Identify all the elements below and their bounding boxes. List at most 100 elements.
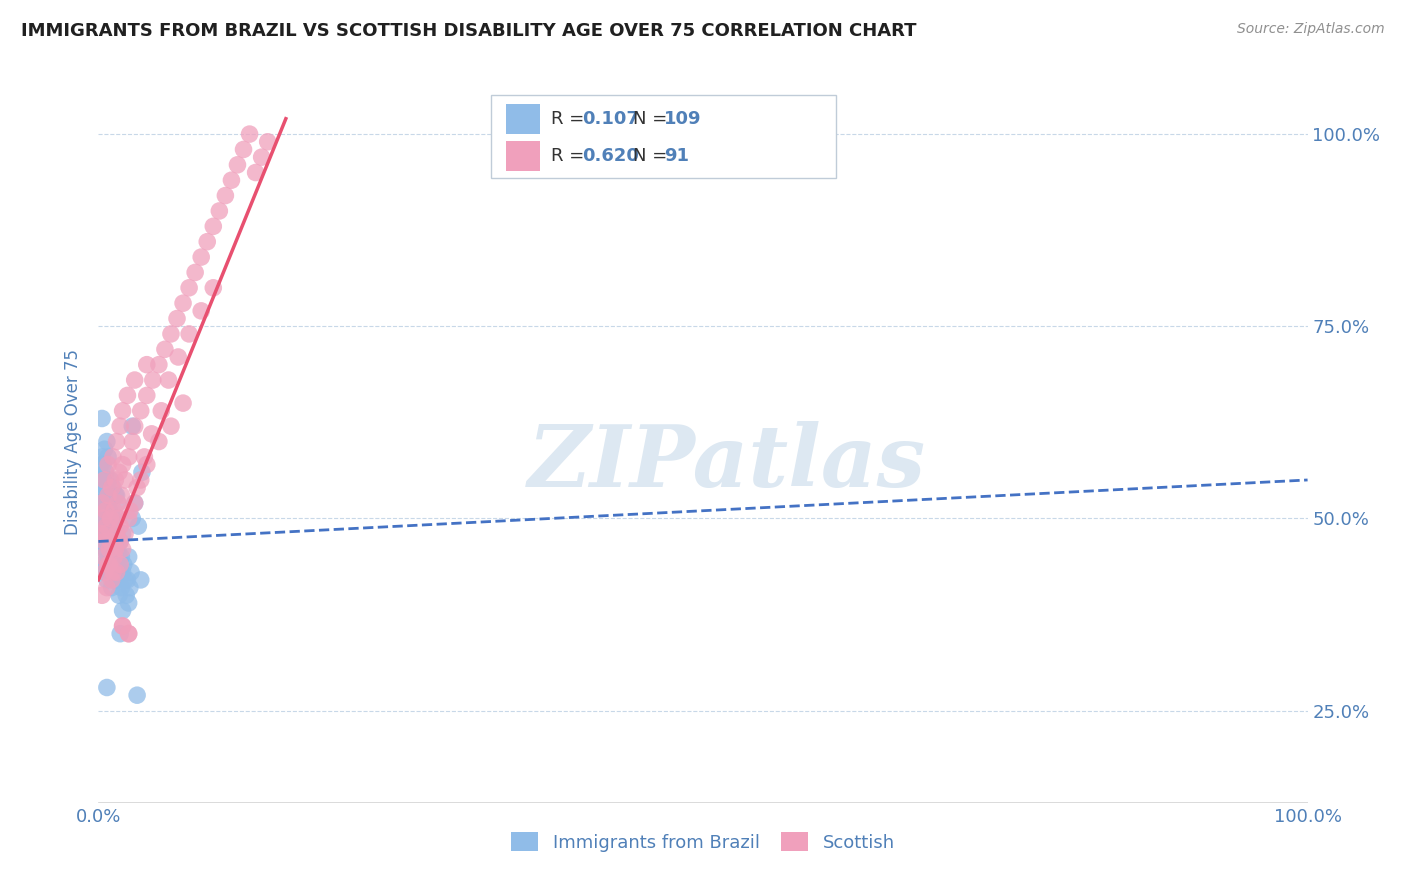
Point — [94, 504, 117, 518]
Point — [100, 573, 122, 587]
Point — [118, 596, 141, 610]
Text: Source: ZipAtlas.com: Source: ZipAtlas.com — [1237, 22, 1385, 37]
Point — [93, 473, 115, 487]
Point — [110, 549, 132, 564]
Point — [94, 465, 117, 479]
Point — [97, 511, 120, 525]
Point — [91, 511, 114, 525]
Point — [97, 558, 120, 572]
Point — [100, 488, 122, 502]
Point — [91, 526, 114, 541]
Point — [101, 565, 124, 579]
Point — [108, 519, 131, 533]
Point — [166, 311, 188, 326]
Point — [97, 450, 120, 464]
Point — [91, 496, 114, 510]
Point — [190, 304, 212, 318]
Point — [117, 573, 139, 587]
Point — [96, 519, 118, 533]
Point — [100, 542, 122, 557]
Point — [118, 626, 141, 640]
Point — [108, 549, 131, 564]
Point — [91, 511, 114, 525]
Point — [105, 565, 128, 579]
Point — [96, 558, 118, 572]
Point — [108, 565, 131, 579]
Point — [100, 526, 122, 541]
Point — [148, 434, 170, 449]
Point — [179, 326, 201, 341]
Point — [108, 419, 131, 434]
Point — [87, 519, 110, 533]
Point — [150, 404, 173, 418]
FancyBboxPatch shape — [506, 104, 540, 135]
Point — [104, 488, 127, 502]
Point — [134, 450, 156, 464]
Point — [245, 165, 267, 179]
Point — [160, 326, 183, 341]
Point — [96, 511, 118, 525]
Point — [195, 235, 218, 249]
Point — [91, 473, 114, 487]
Point — [101, 542, 124, 557]
Point — [124, 419, 146, 434]
Point — [101, 549, 124, 564]
Point — [93, 534, 115, 549]
Point — [105, 434, 128, 449]
Point — [100, 504, 122, 518]
Text: 109: 109 — [664, 111, 702, 128]
Point — [239, 127, 262, 141]
Point — [96, 526, 118, 541]
Point — [94, 526, 117, 541]
Point — [98, 565, 121, 579]
Point — [98, 504, 121, 518]
Point — [91, 450, 114, 464]
Y-axis label: Disability Age Over 75: Disability Age Over 75 — [65, 349, 83, 534]
Point — [98, 519, 121, 533]
Point — [127, 481, 149, 495]
Point — [129, 573, 152, 587]
Point — [111, 604, 134, 618]
Point — [103, 549, 125, 564]
Point — [97, 488, 120, 502]
Point — [190, 250, 212, 264]
Point — [98, 542, 121, 557]
Point — [104, 542, 127, 557]
Point — [93, 511, 115, 525]
Point — [90, 526, 112, 541]
Point — [135, 458, 157, 472]
Point — [94, 481, 117, 495]
Point — [107, 496, 129, 510]
Point — [202, 281, 225, 295]
Point — [202, 219, 225, 234]
Point — [97, 534, 120, 549]
Point — [110, 488, 132, 502]
Point — [105, 573, 128, 587]
FancyBboxPatch shape — [492, 95, 837, 178]
Point — [90, 488, 112, 502]
Point — [108, 465, 131, 479]
Point — [107, 511, 129, 525]
Point — [91, 542, 114, 557]
Point — [98, 542, 121, 557]
Point — [103, 504, 125, 518]
Point — [141, 426, 163, 441]
Point — [105, 488, 128, 502]
Point — [91, 458, 114, 472]
Point — [114, 526, 136, 541]
Text: 0.107: 0.107 — [582, 111, 638, 128]
Point — [148, 358, 170, 372]
Point — [118, 511, 141, 525]
Text: R =: R = — [551, 111, 589, 128]
Point — [120, 565, 142, 579]
Point — [93, 565, 115, 579]
Point — [221, 173, 243, 187]
Point — [184, 265, 207, 279]
Point — [93, 496, 115, 510]
Point — [127, 519, 149, 533]
Point — [111, 526, 134, 541]
Point — [117, 388, 139, 402]
Point — [103, 511, 125, 525]
Point — [101, 511, 124, 525]
Point — [129, 473, 152, 487]
